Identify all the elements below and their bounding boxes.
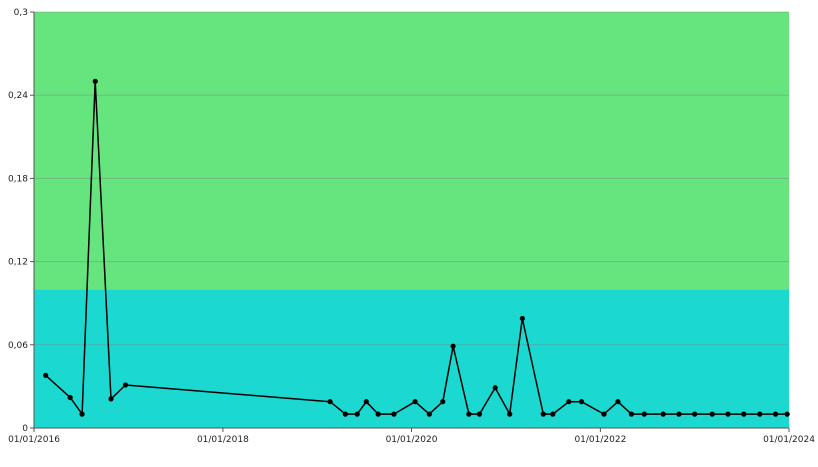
data-point (440, 399, 446, 405)
data-point (342, 411, 348, 417)
data-point (660, 411, 666, 417)
x-tick-label: 01/01/2018 (197, 435, 249, 445)
y-tick-label: 0,24 (8, 91, 28, 101)
data-point (363, 399, 369, 405)
data-point (476, 411, 483, 417)
background-bands (34, 12, 789, 428)
data-point (519, 315, 525, 322)
data-point (67, 394, 73, 401)
data-point (709, 411, 715, 417)
data-point (327, 399, 333, 405)
data-point (540, 411, 546, 417)
data-point (92, 78, 98, 84)
y-tick-label: 0,12 (8, 258, 28, 268)
series-line (45, 80, 788, 415)
x-tick-label: 01/01/2022 (574, 435, 626, 445)
x-tick-label: 01/01/2024 (763, 435, 815, 445)
data-point (641, 411, 647, 417)
data-point (784, 411, 790, 417)
data-point (692, 411, 698, 417)
data-point (108, 396, 114, 402)
data-point (578, 399, 585, 405)
y-tick-label: 0,3 (14, 8, 28, 18)
data-point (466, 411, 472, 417)
y-tick-label: 0,18 (8, 174, 28, 184)
data-point (375, 411, 381, 417)
data-point (122, 382, 129, 388)
data-point (391, 411, 397, 417)
data-point (450, 343, 456, 349)
x-tick-label: 01/01/2020 (386, 435, 438, 445)
band-1 (34, 12, 789, 290)
x-axis-ticks: 01/01/2016 01/01/2018 01/01/2020 01/01/2022… (8, 428, 815, 445)
data-point (725, 411, 731, 417)
data-point (412, 399, 418, 405)
data-point (757, 411, 763, 417)
data-point (79, 411, 85, 417)
data-point (43, 372, 49, 378)
y-tick-label: 0 (22, 424, 28, 434)
data-point (601, 411, 607, 417)
data-point (426, 411, 432, 417)
data-point (772, 411, 779, 417)
data-point (566, 399, 572, 405)
y-tick-label: 0,06 (8, 341, 28, 351)
y-axis-ticks: 0 0,06 0,12 0,18 0,24 0,3 (8, 8, 34, 434)
data-point (676, 411, 682, 417)
x-tick-label: 01/01/2016 (8, 435, 60, 445)
data-point (492, 385, 498, 391)
data-point (628, 411, 634, 417)
data-point (507, 411, 513, 417)
band-0 (34, 289, 789, 428)
data-point (615, 399, 621, 405)
data-point (550, 411, 556, 417)
series (43, 78, 790, 417)
gridlines (34, 11, 789, 346)
data-point (741, 411, 747, 417)
data-point (354, 411, 360, 417)
